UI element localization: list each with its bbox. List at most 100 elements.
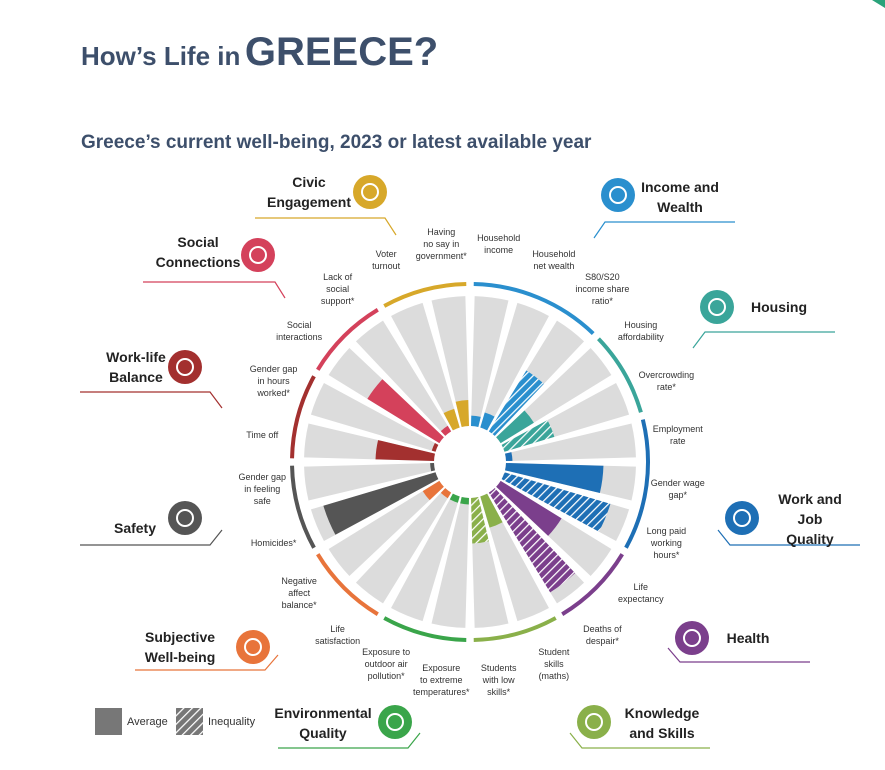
bar [501,472,611,532]
dimension-icon-glyph [609,186,627,204]
bar [440,488,452,499]
dimension-label: Social Connections [155,234,241,270]
leader-line [717,529,860,546]
dimension-ring [290,375,316,459]
leader-line [143,281,286,299]
dimension-label: Health [726,630,770,646]
dimension-icon [168,501,202,535]
bar-background [355,320,452,436]
legend-label: Average [127,716,168,728]
dimension-icon-glyph [585,713,603,731]
indicator-label: Students with low skills* [480,663,517,698]
legend-swatch [176,708,203,735]
bar [471,415,481,427]
bar [496,480,562,536]
leader-line [667,647,810,663]
bar [422,480,444,501]
bar [488,488,576,593]
indicator-label: Long paid working hours* [646,526,687,561]
dimension-ring [473,616,557,642]
dimension-icon [577,705,611,739]
indicator-label: S80/S20 income share ratio* [575,272,630,307]
indicator-label: Social interactions [276,319,323,342]
dimension-ring [316,553,379,616]
chart-title: Greece’s current well-being, 2023 or lat… [81,132,592,153]
leader-line [278,732,421,749]
indicator-label: Overcrowding rate* [638,369,695,392]
bar-background [431,296,469,427]
bar [480,493,503,528]
bar-background [304,463,435,501]
dimension-icon-glyph [708,298,726,316]
bar [443,408,460,431]
dimension-label: Civic Engagement [266,174,352,210]
indicator-label: Voter turnout [372,248,401,271]
bar [430,463,435,472]
leader-line [255,217,397,236]
indicator-label: Negative affect balance* [281,576,317,611]
dimension-icon [241,238,275,272]
dimension-label: Safety [113,520,157,536]
bar-background [431,497,469,628]
leader-line [569,732,710,749]
leader-line [135,654,279,671]
dimension-icon-glyph [386,713,404,731]
bar [323,472,439,535]
dimension-label: Knowledge and Skills [624,705,700,741]
bar-background [471,296,509,427]
legend-label: Inequality [208,716,256,728]
dimension-ring [597,337,643,413]
indicator-label: Employment rate [652,423,703,446]
indicator-label: Gender gap in feeling safe [238,472,286,507]
title-country: GREECE? [244,30,439,74]
corner-mark [872,0,885,8]
dimension-icon [675,621,709,655]
bar [449,493,460,503]
indicator-label: Life satisfaction [315,623,361,646]
dimension-ring [383,282,467,308]
dimension-icon-glyph [361,183,379,201]
indicator-label: Housing affordability [617,319,664,342]
title-prefix: How’s Life in [81,41,241,71]
dimension-ring [316,308,379,371]
indicator-label: Household income [477,232,521,255]
indicator-label: Having no say in government* [415,226,467,261]
bar [480,412,495,431]
dimension-icon [236,630,270,664]
indicator-label: Life expectancy [618,582,664,605]
bar [431,443,439,452]
leader-line [80,529,223,546]
indicator-label: Lack of social support* [320,272,355,307]
dimension-icon-glyph [249,246,267,264]
dimension-icon-glyph [176,358,194,376]
bar [460,497,469,505]
bar [455,400,469,427]
dimension-icon [378,705,412,739]
indicator-label: Exposure to extreme temperatures* [413,663,470,698]
bar [375,440,435,461]
bar-background [391,302,460,431]
dimension-ring [290,465,316,549]
dimension-icon-glyph [176,509,194,527]
dimension-label: Work-life Balance [106,349,166,385]
bar [505,452,513,461]
bar [440,425,452,436]
bar-background [480,302,549,431]
dimension-icon-glyph [733,509,751,527]
leader-line [692,331,835,349]
dimension-label: Income and Wealth [641,179,719,215]
dimension-icon [601,178,635,212]
bar-background [391,493,460,622]
indicator-label: Gender wage gap* [650,478,705,501]
dimension-icon [168,350,202,384]
dimension-label: Subjective Well-being [144,629,216,665]
bar-background [310,383,439,452]
indicator-label: Homicides* [250,538,297,549]
legend-swatch [95,708,122,735]
bar-background [505,423,636,461]
leader-line [593,221,735,239]
dimension-icon-glyph [244,638,262,656]
dimension-icon [725,501,759,535]
